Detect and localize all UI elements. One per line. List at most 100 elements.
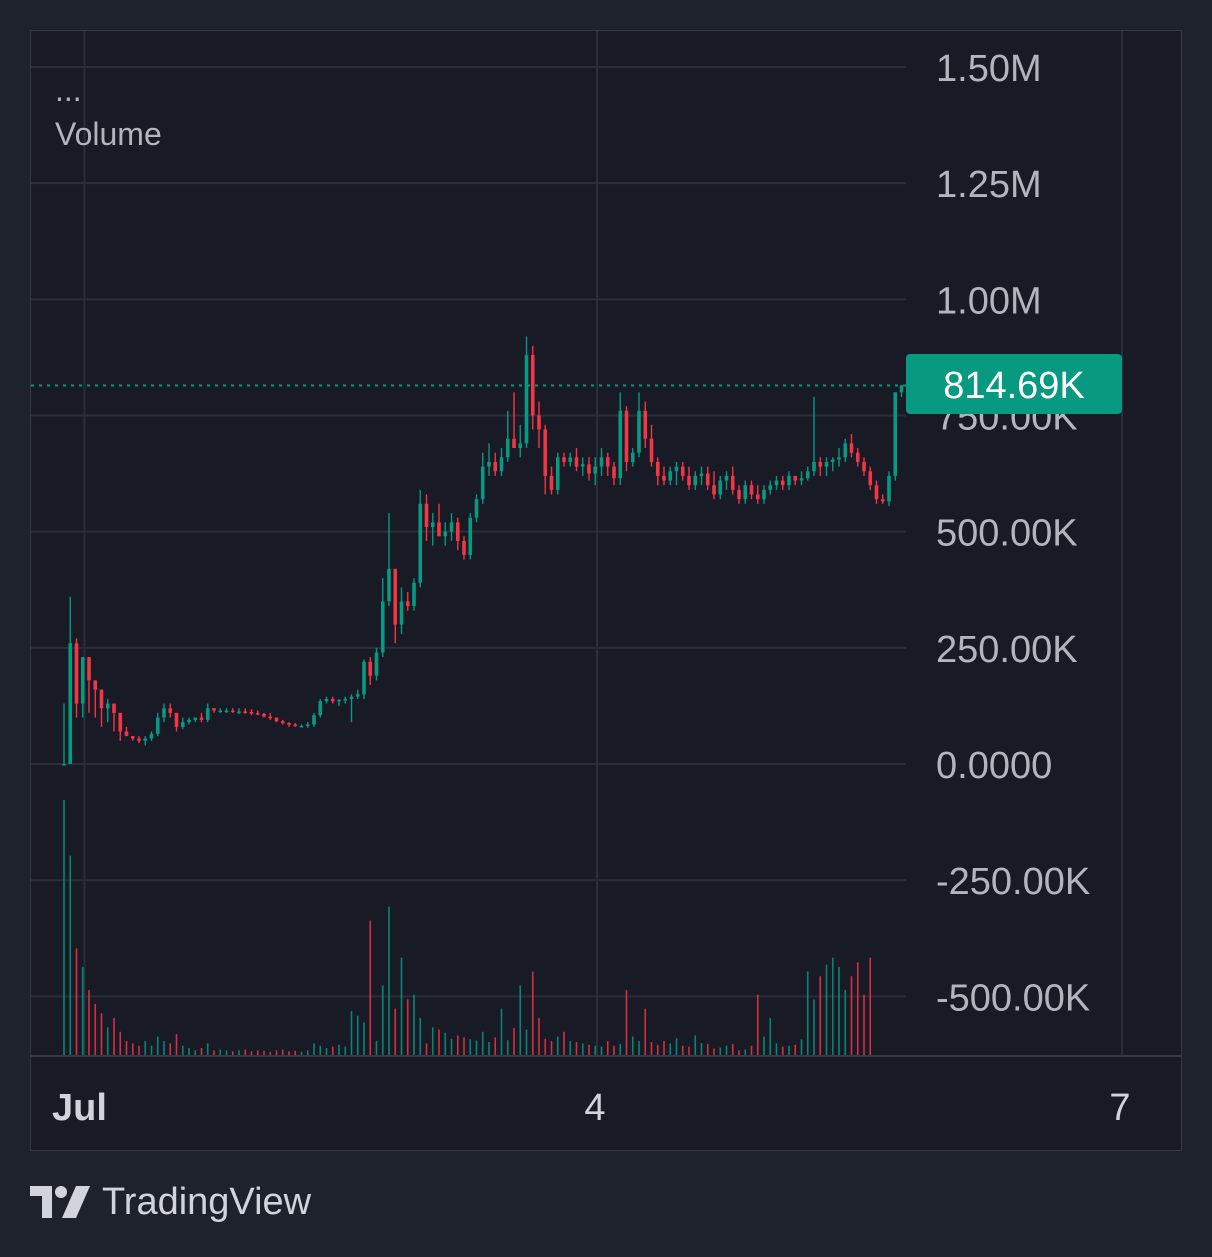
candle-body (80, 657, 85, 704)
candle-body (674, 466, 679, 472)
candle-body (337, 699, 341, 702)
volume-bar (319, 1045, 322, 1055)
x-tick-label: Jul (52, 1087, 107, 1129)
volume-bar (500, 1008, 503, 1055)
volume-bar (63, 800, 65, 1055)
volume-bars (63, 800, 872, 1055)
x-axis[interactable]: Jul 4 7 (52, 1087, 1131, 1129)
candle-body (487, 461, 491, 467)
volume-bar (769, 1017, 772, 1055)
candle-body (762, 489, 766, 500)
volume-bar (738, 1050, 740, 1055)
candle-body (605, 457, 610, 467)
candle-body (380, 601, 385, 653)
volume-bar (581, 1043, 584, 1055)
brand-attribution[interactable]: TradingView (30, 1180, 311, 1224)
volume-bar (619, 1043, 622, 1055)
volume-bar (388, 906, 390, 1055)
candle-body (599, 457, 604, 467)
volume-bar (756, 994, 759, 1055)
candle-body (212, 708, 216, 711)
volume-bar (231, 1051, 234, 1055)
volume-bar (600, 1046, 603, 1055)
volume-bar (506, 1040, 509, 1055)
volume-bar (519, 985, 522, 1055)
candle-body (112, 703, 116, 713)
candle-body (324, 698, 329, 702)
candle-body (412, 582, 416, 607)
volume-bar (669, 1043, 672, 1055)
candle-body (543, 429, 548, 476)
y-tick-label: -250.00K (936, 861, 1090, 903)
candle-body (568, 457, 573, 462)
volume-bar (363, 1022, 365, 1055)
candle-body (243, 711, 248, 714)
candle-body (93, 680, 98, 690)
volume-bar (625, 990, 628, 1055)
y-tick-label: 1.00M (936, 280, 1042, 322)
legend-menu-dots[interactable]: ... (55, 72, 82, 108)
volume-bar (419, 1017, 422, 1055)
volume-bar (250, 1051, 253, 1055)
volume-bar (844, 990, 847, 1055)
volume-bar (125, 1041, 128, 1055)
volume-bar (488, 1042, 490, 1055)
volume-bar (469, 1039, 472, 1055)
volume-bar (688, 1046, 690, 1055)
candle-body (537, 415, 541, 430)
volume-bar (369, 920, 372, 1055)
candle-body (787, 475, 791, 486)
candle-body (293, 724, 298, 727)
volume-bar (694, 1035, 697, 1055)
candle-body (712, 485, 716, 495)
volume-bar (344, 1046, 347, 1055)
price-badge-label: 814.69K (943, 365, 1085, 407)
y-axis[interactable]: 1.50M1.25M1.00M750.00K500.00K250.00K0.00… (936, 48, 1090, 1019)
volume-bar (775, 1043, 778, 1055)
x-tick-label: 7 (1109, 1087, 1130, 1129)
candle-body (274, 717, 279, 722)
candle-body (62, 764, 66, 766)
y-tick-label: 0.0000 (936, 745, 1052, 787)
candlestick-series (62, 336, 904, 766)
volume-bar (450, 1038, 453, 1055)
candle-body (855, 452, 860, 462)
volume-bar (400, 957, 403, 1055)
candle-body (368, 661, 373, 676)
candle-body (668, 471, 673, 481)
volume-bar (306, 1050, 309, 1055)
volume-bar (763, 1036, 765, 1055)
volume-bar (200, 1048, 203, 1055)
volume-bar (444, 1032, 447, 1055)
candle-body (355, 694, 360, 697)
y-tick-label: 1.50M (936, 48, 1042, 90)
volume-bar (375, 1041, 378, 1055)
volume-bar (606, 1041, 609, 1055)
candle-body (180, 722, 185, 727)
volume-bar (169, 1043, 172, 1055)
volume-bar (538, 1017, 540, 1055)
candle-body (693, 475, 698, 486)
volume-bar (681, 1045, 684, 1055)
candle-body (580, 464, 585, 467)
volume-bar (550, 1041, 553, 1055)
candle-body (743, 485, 748, 500)
volume-bar (150, 1045, 153, 1055)
volume-bar (438, 1029, 440, 1055)
candle-body (455, 522, 460, 541)
volume-bar (575, 1042, 578, 1055)
candle-body (299, 725, 304, 728)
volume-bar (638, 1041, 640, 1055)
volume-bar (325, 1048, 328, 1055)
volume-bar (788, 1045, 790, 1055)
volume-bar (594, 1045, 597, 1055)
candle-body (249, 711, 254, 714)
candle-body (430, 522, 435, 528)
candle-body (474, 499, 479, 518)
candle-body (824, 461, 829, 467)
chart-panel[interactable] (30, 30, 1182, 1151)
volume-bar (381, 985, 384, 1055)
candle-body (143, 738, 148, 741)
volume-bar (188, 1048, 190, 1055)
